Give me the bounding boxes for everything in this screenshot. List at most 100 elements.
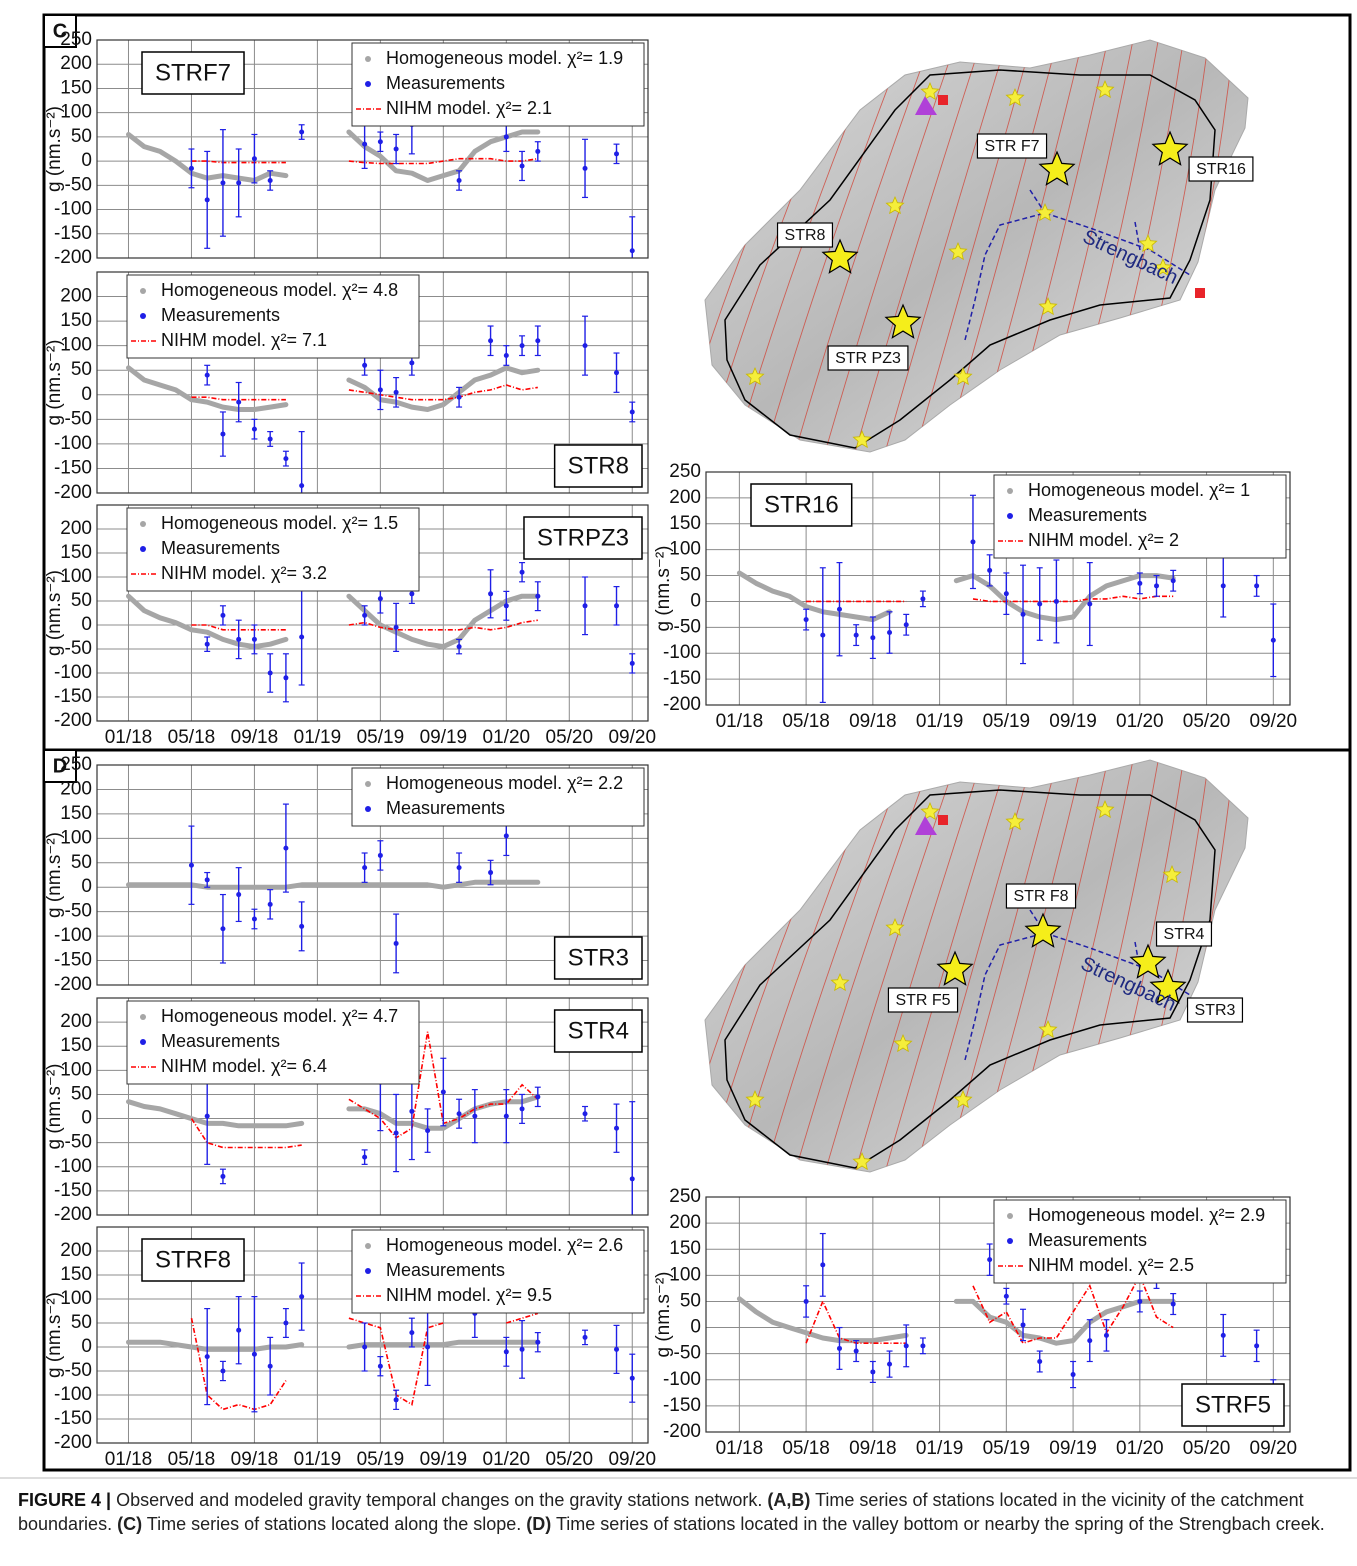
legend-swatch bbox=[140, 1039, 146, 1045]
legend-swatch bbox=[140, 1014, 146, 1020]
legend-swatch bbox=[365, 1243, 371, 1249]
legend-label: Homogeneous model. χ²= 4.8 bbox=[161, 280, 398, 300]
legend-label: NIHM model. χ²= 2 bbox=[1028, 530, 1179, 550]
y-tick-label: 150 bbox=[669, 1238, 701, 1259]
measurement-point bbox=[520, 343, 525, 348]
y-axis-label: g (nm.s⁻²) bbox=[44, 106, 65, 192]
y-tick-label: 0 bbox=[81, 384, 92, 405]
legend-swatch bbox=[140, 546, 146, 552]
measurement-point bbox=[457, 178, 462, 183]
legend-label: Homogeneous model. χ²= 2.2 bbox=[386, 773, 623, 793]
measurement-point bbox=[189, 863, 194, 868]
measurement-point bbox=[457, 1111, 462, 1116]
measurement-point bbox=[252, 156, 257, 161]
y-tick-label: 100 bbox=[60, 1059, 92, 1080]
measurement-point bbox=[504, 603, 509, 608]
y-tick-label: -200 bbox=[663, 694, 701, 715]
x-tick-label: 01/19 bbox=[916, 711, 964, 732]
measurement-point bbox=[820, 1262, 825, 1267]
measurement-point bbox=[409, 360, 414, 365]
measurement-point bbox=[1171, 1302, 1176, 1307]
measurement-point bbox=[583, 343, 588, 348]
measurement-point bbox=[520, 1106, 525, 1111]
x-tick-label: 09/20 bbox=[1250, 1438, 1298, 1459]
measurement-point bbox=[362, 142, 367, 147]
y-tick-label: -50 bbox=[65, 408, 92, 429]
station-title: STRF5 bbox=[1195, 1391, 1271, 1418]
legend-label: NIHM model. χ²= 7.1 bbox=[161, 330, 327, 350]
measurement-point bbox=[1254, 1343, 1259, 1348]
y-tick-label: -100 bbox=[54, 1156, 92, 1177]
contour-line bbox=[1270, 30, 1335, 470]
measurement-point bbox=[630, 248, 635, 253]
x-tick-label: 05/20 bbox=[1183, 711, 1231, 732]
y-tick-label: -200 bbox=[54, 1432, 92, 1453]
station-title: STR8 bbox=[568, 452, 629, 479]
measurement-point bbox=[457, 865, 462, 870]
measurement-point bbox=[488, 591, 493, 596]
contour-line bbox=[1240, 30, 1310, 470]
measurement-point bbox=[987, 568, 992, 573]
measurement-point bbox=[268, 178, 273, 183]
measurement-point bbox=[614, 370, 619, 375]
y-tick-label: 50 bbox=[71, 1312, 92, 1333]
measurement-point bbox=[472, 1114, 477, 1119]
legend-swatch bbox=[140, 288, 146, 294]
measurement-point bbox=[378, 387, 383, 392]
x-tick-label: 05/18 bbox=[782, 711, 830, 732]
legend-label: Measurements bbox=[161, 1031, 280, 1051]
y-tick-label: -50 bbox=[65, 901, 92, 922]
y-tick-label: -50 bbox=[674, 1343, 701, 1364]
station-title: STR16 bbox=[764, 491, 839, 518]
measurement-point bbox=[220, 180, 225, 185]
contour-line bbox=[1300, 30, 1357, 470]
measurement-point bbox=[205, 1114, 210, 1119]
y-tick-label: 0 bbox=[690, 590, 701, 611]
measurement-point bbox=[535, 149, 540, 154]
measurement-point bbox=[970, 539, 975, 544]
page: {"panels": ["C", "D"], "chart_data": [ {… bbox=[0, 0, 1357, 1566]
station-title: STRF7 bbox=[155, 59, 231, 86]
y-tick-label: 150 bbox=[60, 1035, 92, 1056]
measurement-point bbox=[283, 675, 288, 680]
measurement-point bbox=[1037, 602, 1042, 607]
measurement-point bbox=[394, 390, 399, 395]
legend-swatch bbox=[365, 81, 371, 87]
measurement-point bbox=[1004, 1294, 1009, 1299]
measurement-point bbox=[583, 603, 588, 608]
measurement-point bbox=[614, 1126, 619, 1131]
measurement-point bbox=[378, 853, 383, 858]
y-tick-label: 200 bbox=[60, 1011, 92, 1032]
x-tick-label: 09/18 bbox=[231, 727, 279, 748]
legend-label: Measurements bbox=[386, 73, 505, 93]
measurement-point bbox=[457, 644, 462, 649]
station-label: STR8 bbox=[785, 227, 826, 244]
terrain bbox=[705, 760, 1248, 1172]
caption: FIGURE 4 | Observed and modeled gravity … bbox=[18, 1488, 1340, 1536]
legend-swatch bbox=[140, 521, 146, 527]
measurement-point bbox=[837, 1346, 842, 1351]
x-tick-label: 05/20 bbox=[546, 1449, 594, 1470]
measurement-point bbox=[236, 1328, 241, 1333]
figure: CDSTR F7STR16STR8STR PZ3StrengbachSTR F8… bbox=[0, 0, 1357, 1480]
measurement-point bbox=[252, 917, 257, 922]
measurement-point bbox=[535, 594, 540, 599]
y-tick-label: 150 bbox=[669, 513, 701, 534]
y-tick-label: 0 bbox=[81, 1108, 92, 1129]
measurement-point bbox=[220, 432, 225, 437]
measurement-point bbox=[220, 613, 225, 618]
legend-swatch bbox=[365, 1268, 371, 1274]
y-tick-label: -100 bbox=[54, 662, 92, 683]
measurement-point bbox=[236, 892, 241, 897]
y-tick-label: 150 bbox=[60, 77, 92, 98]
legend-label: Homogeneous model. χ²= 1.9 bbox=[386, 48, 623, 68]
measurement-point bbox=[1021, 1322, 1026, 1327]
measurement-point bbox=[987, 1257, 992, 1262]
y-tick-label: 200 bbox=[669, 1212, 701, 1233]
measurement-point bbox=[299, 635, 304, 640]
y-tick-label: 150 bbox=[60, 542, 92, 563]
measurement-point bbox=[614, 151, 619, 156]
legend-swatch bbox=[140, 313, 146, 319]
x-tick-label: 09/19 bbox=[1049, 711, 1097, 732]
y-tick-label: -50 bbox=[65, 1132, 92, 1153]
